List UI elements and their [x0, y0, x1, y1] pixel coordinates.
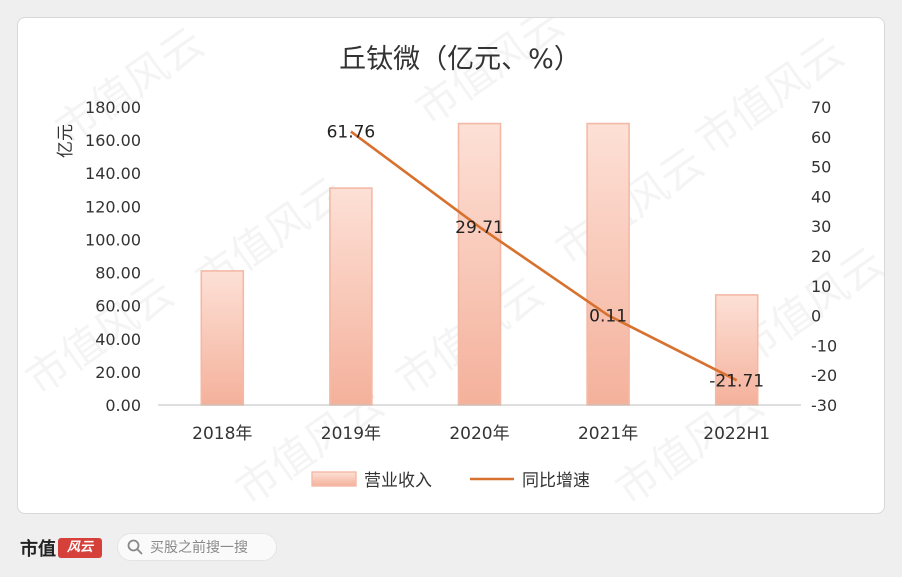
bar: [200, 270, 245, 406]
brand-mark-logo: 风云: [58, 538, 102, 558]
legend-label: 同比增速: [522, 471, 590, 491]
watermark-text: 市值风云: [407, 18, 573, 134]
data-label: 0.11: [589, 306, 627, 326]
y-tick-label: 40.00: [95, 330, 141, 349]
search-placeholder: 买股之前搜一搜: [150, 540, 248, 556]
x-tick-label: 2018年: [192, 424, 252, 444]
y2-tick-label: 30: [811, 217, 831, 236]
footer-bar: 市值 风云 买股之前搜一搜: [0, 520, 902, 577]
y2-tick-label: 70: [811, 98, 831, 117]
x-tick-label: 2022H1: [703, 424, 770, 444]
y-tick-label: 120.00: [85, 197, 141, 216]
y-tick-label: 100.00: [85, 230, 141, 249]
legend: 营业收入 同比增速: [311, 471, 590, 491]
bar: [329, 187, 373, 406]
y2-tick-label: 20: [811, 247, 831, 266]
y-axis-ticks: 180.00 160.00 140.00 120.00 100.00 80.00 60.00…: [85, 98, 141, 415]
data-label: -21.71: [709, 371, 764, 391]
data-label: 29.71: [455, 218, 504, 238]
x-tick-label: 2019年: [321, 424, 381, 444]
growth-line-series: 61.76 29.71 0.11 -21.71: [327, 123, 765, 392]
y-tick-label: 80.00: [95, 264, 141, 283]
legend-label: 营业收入: [364, 471, 432, 491]
y-tick-label: 160.00: [85, 131, 141, 150]
data-label: 61.76: [327, 123, 376, 143]
bar: [457, 122, 502, 406]
revenue-growth-chart: 市值风云市值风云市值风云市值风云市值风云市值风云市值风云市值风云市值风云市值风云…: [18, 18, 884, 513]
y-tick-label: 0.00: [105, 396, 141, 415]
growth-line: [350, 130, 738, 382]
y-tick-label: 180.00: [85, 98, 141, 117]
y2-tick-label: 40: [811, 187, 831, 206]
y2-axis-ticks: 70 60 50 40 30 20 10 0 -10 -20 -30: [811, 98, 837, 415]
search-box[interactable]: 买股之前搜一搜: [117, 533, 277, 561]
y2-tick-label: -10: [811, 336, 837, 355]
y2-tick-label: -20: [811, 366, 837, 385]
x-axis-ticks: 2018年 2019年 2020年 2021年 2022H1: [192, 424, 770, 444]
x-tick-label: 2020年: [449, 424, 509, 444]
legend-bar-swatch: [311, 471, 357, 487]
brand-logo[interactable]: 市值 风云: [20, 537, 102, 560]
search-icon: [127, 539, 143, 555]
y-tick-label: 60.00: [95, 297, 141, 316]
y-axis-label: 亿元: [56, 124, 76, 158]
x-tick-label: 2021年: [578, 424, 638, 444]
chart-card: 市值风云市值风云市值风云市值风云市值风云市值风云市值风云市值风云市值风云市值风云…: [17, 17, 885, 514]
y2-tick-label: 60: [811, 128, 831, 147]
brand-name: 市值: [20, 539, 56, 560]
y2-tick-label: -30: [811, 396, 837, 415]
y-tick-label: 140.00: [85, 164, 141, 183]
bar: [586, 122, 630, 406]
y2-tick-label: 0: [811, 307, 821, 326]
y2-tick-label: 50: [811, 158, 831, 177]
chart-title: 丘钛微（亿元、%）: [339, 44, 581, 75]
bar-series: [200, 122, 759, 406]
y2-tick-label: 10: [811, 277, 831, 296]
y-tick-label: 20.00: [95, 363, 141, 382]
